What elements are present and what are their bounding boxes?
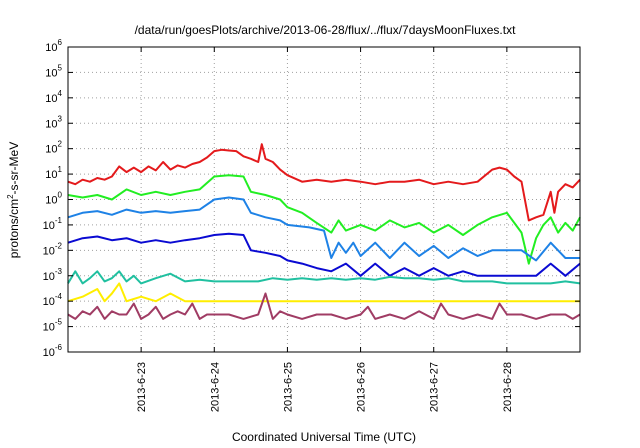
y-axis-title: protons/cm2-s-sr-MeV: [6, 142, 21, 258]
series-line-2: [67, 174, 581, 265]
x-tick-label: 2013-6-27: [429, 362, 441, 412]
series-group: [67, 143, 581, 320]
y-tick-label: 10-3: [43, 267, 63, 283]
series-line-7: [67, 292, 581, 320]
x-tick-label: 2013-6-23: [136, 362, 148, 412]
y-axis-title-tail: -s-sr-MeV: [7, 142, 21, 195]
y-tick-label: 101: [45, 165, 62, 181]
series-line-1: [67, 143, 581, 222]
y-tick-label: 100: [45, 191, 62, 207]
chart-title: /data/run/goesPlots/archive/2013-06-28/f…: [135, 23, 517, 37]
x-tick-label: 2013-6-25: [282, 362, 294, 412]
y-tick-label: 102: [45, 140, 62, 156]
y-tick-label: 10-1: [43, 216, 63, 232]
y-axis: 10-6 10-5 10-4 10-3 10-2 10-1 100 101 102 103 104 1…: [43, 38, 580, 359]
series-line-6: [67, 282, 580, 303]
y-tick-label: 10-5: [43, 318, 63, 334]
x-axis-title: Coordinated Universal Time (UTC): [232, 430, 416, 444]
y-tick-label: 10-4: [43, 292, 63, 308]
y-axis-title-superscript: 2: [6, 194, 15, 199]
y-tick-label: 10-2: [43, 241, 63, 257]
grid: [68, 47, 580, 352]
y-tick-label: 103: [45, 114, 62, 130]
series-line-4: [67, 232, 581, 277]
y-tick-label: 104: [45, 89, 62, 105]
y-tick-label: 106: [45, 38, 62, 54]
y-axis-title-main: protons/cm: [7, 199, 21, 258]
series-line-5: [67, 270, 581, 285]
x-tick-label: 2013-6-26: [356, 362, 368, 412]
x-axis: 2013-6-23 2013-6-24 2013-6-25 2013-6-26 2013…: [136, 47, 514, 412]
x-tick-label: 2013-6-28: [502, 362, 514, 412]
series-line-3: [67, 196, 580, 262]
y-tick-label: 105: [45, 63, 62, 79]
x-tick-label: 2013-6-24: [209, 362, 221, 412]
y-tick-label: 10-6: [43, 343, 63, 359]
